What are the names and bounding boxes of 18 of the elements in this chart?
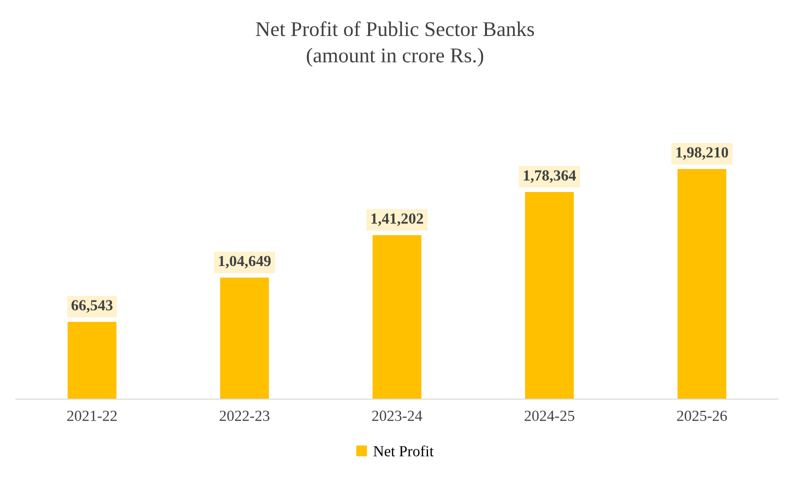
- chart-title: Net Profit of Public Sector Banks: [256, 21, 534, 36]
- data-label: 1,04,649: [218, 256, 271, 268]
- bar: [68, 322, 116, 400]
- bar: [220, 278, 269, 400]
- x-tick-label: 2025-26: [677, 410, 727, 421]
- bar: [525, 192, 574, 400]
- x-tick-label: 2021-22: [67, 410, 117, 421]
- chart-subtitle: (amount in crore Rs.): [306, 48, 484, 67]
- x-tick-label: 2024-25: [524, 410, 574, 421]
- bar: [372, 235, 422, 400]
- legend-label: Net Profit: [374, 445, 434, 456]
- x-tick-label: 2023-24: [372, 410, 422, 421]
- data-label: 1,41,202: [371, 213, 424, 226]
- data-label: 66,543: [72, 300, 113, 313]
- data-label: 1,78,364: [524, 170, 576, 183]
- x-tick-label: 2022-23: [220, 410, 270, 421]
- data-label: 1,98,210: [676, 147, 728, 160]
- bar: [678, 168, 726, 400]
